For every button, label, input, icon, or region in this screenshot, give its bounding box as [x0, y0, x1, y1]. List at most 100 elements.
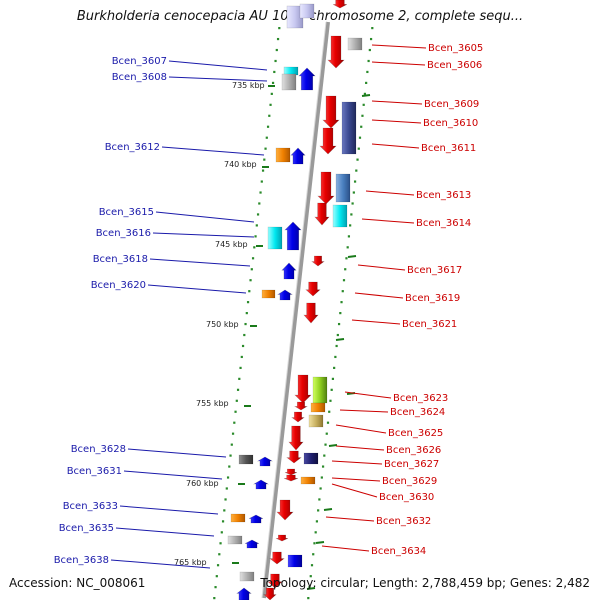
gene-arrow-forward[interactable]: [236, 587, 252, 600]
track-segment: [361, 94, 371, 97]
track-dot-inner: [243, 333, 246, 337]
gene-label-reverse[interactable]: Bcen_3614: [416, 218, 471, 229]
gene-label-forward[interactable]: Bcen_3608: [112, 72, 167, 83]
gene-feature-box[interactable]: [312, 376, 328, 404]
gene-label-forward[interactable]: Bcen_3628: [71, 444, 126, 455]
gene-arrow-reverse[interactable]: [327, 35, 345, 69]
gene-feature-box[interactable]: [267, 226, 283, 250]
gene-feature-box[interactable]: [332, 204, 348, 228]
gene-arrow-reverse[interactable]: [286, 450, 302, 464]
gene-feature-box[interactable]: [238, 454, 254, 465]
kbp-label: 765 kbp: [174, 558, 207, 567]
gene-label-forward[interactable]: Bcen_3633: [63, 501, 118, 512]
gene-label-forward[interactable]: Bcen_3618: [93, 254, 148, 265]
gene-label-forward[interactable]: Bcen_3607: [112, 56, 167, 67]
gene-leader-line: [344, 391, 392, 399]
gene-feature-box[interactable]: [308, 414, 324, 428]
gene-arrow-forward[interactable]: [248, 514, 264, 524]
gene-label-forward[interactable]: Bcen_3635: [59, 523, 114, 534]
gene-feature-box[interactable]: [347, 37, 363, 51]
gene-feature-box[interactable]: [299, 3, 315, 19]
gene-arrow-reverse[interactable]: [322, 95, 340, 129]
gene-label-reverse[interactable]: Bcen_3626: [386, 445, 441, 456]
gene-leader-line: [168, 76, 268, 82]
gene-feature-box[interactable]: [335, 173, 351, 203]
gene-label-forward[interactable]: Bcen_3631: [67, 466, 122, 477]
gene-arrow-forward[interactable]: [298, 67, 316, 91]
track-dot-outer: [344, 268, 347, 271]
gene-label-forward[interactable]: Bcen_3620: [91, 280, 146, 291]
gene-label-reverse[interactable]: Bcen_3629: [382, 476, 437, 487]
gene-label-reverse[interactable]: Bcen_3632: [376, 516, 431, 527]
gene-label-reverse[interactable]: Bcen_3621: [402, 319, 457, 330]
kbp-label: 745 kbp: [215, 240, 248, 249]
gene-arrow-reverse[interactable]: [311, 255, 325, 267]
gene-label-reverse[interactable]: Bcen_3619: [405, 293, 460, 304]
gene-leader-line: [119, 505, 219, 515]
gene-label-forward[interactable]: Bcen_3616: [96, 228, 151, 239]
genome-summary-text: Topology: circular; Length: 2,788,459 bp…: [260, 576, 590, 590]
gene-feature-box[interactable]: [303, 452, 319, 465]
gene-arrow-reverse[interactable]: [269, 551, 285, 565]
gene-arrow-forward[interactable]: [290, 147, 306, 165]
gene-label-reverse[interactable]: Bcen_3634: [371, 546, 426, 557]
chromosome-backbone-shadow: [261, 21, 327, 599]
gene-arrow-reverse[interactable]: [294, 374, 312, 404]
gene-label-reverse[interactable]: Bcen_3605: [428, 43, 483, 54]
gene-arrow-reverse[interactable]: [283, 474, 299, 482]
gene-label-reverse[interactable]: Bcen_3624: [390, 407, 445, 418]
gene-feature-box[interactable]: [341, 101, 357, 155]
gene-arrow-reverse[interactable]: [288, 425, 304, 451]
gene-label-reverse[interactable]: Bcen_3611: [421, 143, 476, 154]
track-dot-outer: [333, 366, 336, 370]
gene-feature-box[interactable]: [275, 147, 291, 163]
gene-label-reverse[interactable]: Bcen_3630: [379, 492, 434, 503]
track-dot-inner: [219, 542, 222, 545]
gene-leader-line: [325, 516, 375, 522]
gene-label-reverse[interactable]: Bcen_3623: [393, 393, 448, 404]
gene-arrow-reverse[interactable]: [284, 468, 298, 476]
gene-feature-box[interactable]: [239, 571, 255, 582]
gene-arrow-reverse[interactable]: [267, 573, 283, 589]
gene-label-forward[interactable]: Bcen_3638: [54, 555, 109, 566]
gene-arrow-reverse[interactable]: [263, 587, 277, 600]
gene-label-reverse[interactable]: Bcen_3625: [388, 428, 443, 439]
gene-leader-line: [331, 460, 383, 465]
gene-arrow-forward[interactable]: [281, 262, 297, 280]
gene-feature-box[interactable]: [287, 554, 303, 568]
gene-arrow-forward[interactable]: [252, 479, 270, 490]
track-segment: [323, 508, 333, 511]
gene-label-reverse[interactable]: Bcen_3609: [424, 99, 479, 110]
gene-arrow-reverse[interactable]: [291, 411, 305, 423]
gene-feature-box[interactable]: [261, 289, 276, 299]
gene-arrow-reverse[interactable]: [293, 401, 309, 411]
gene-label-reverse[interactable]: Bcen_3613: [416, 190, 471, 201]
track-dot-outer: [317, 509, 320, 512]
gene-leader-line: [147, 284, 247, 294]
gene-feature-box[interactable]: [310, 402, 326, 413]
gene-feature-box[interactable]: [227, 535, 243, 545]
gene-arrow-reverse[interactable]: [332, 0, 348, 9]
track-dot-inner: [249, 279, 252, 282]
gene-feature-box[interactable]: [281, 73, 297, 91]
gene-arrow-forward[interactable]: [256, 456, 274, 467]
gene-arrow-reverse[interactable]: [314, 202, 330, 226]
gene-arrow-forward[interactable]: [244, 539, 260, 549]
gene-arrow-forward[interactable]: [284, 221, 302, 251]
gene-leader-line: [161, 146, 265, 156]
gene-feature-box[interactable]: [300, 476, 316, 485]
gene-arrow-reverse[interactable]: [319, 127, 337, 155]
gene-arrow-reverse[interactable]: [275, 534, 289, 542]
gene-arrow-reverse[interactable]: [303, 302, 319, 324]
gene-arrow-reverse[interactable]: [305, 281, 321, 297]
gene-label-reverse[interactable]: Bcen_3627: [384, 459, 439, 470]
gene-label-reverse[interactable]: Bcen_3617: [407, 265, 462, 276]
gene-label-reverse[interactable]: Bcen_3606: [427, 60, 482, 71]
gene-label-forward[interactable]: Bcen_3612: [105, 142, 160, 153]
gene-label-forward[interactable]: Bcen_3615: [99, 207, 154, 218]
gene-arrow-reverse[interactable]: [317, 171, 335, 205]
gene-arrow-forward[interactable]: [276, 289, 294, 301]
gene-label-reverse[interactable]: Bcen_3610: [423, 118, 478, 129]
gene-arrow-reverse[interactable]: [276, 499, 294, 521]
gene-feature-box[interactable]: [230, 513, 246, 523]
